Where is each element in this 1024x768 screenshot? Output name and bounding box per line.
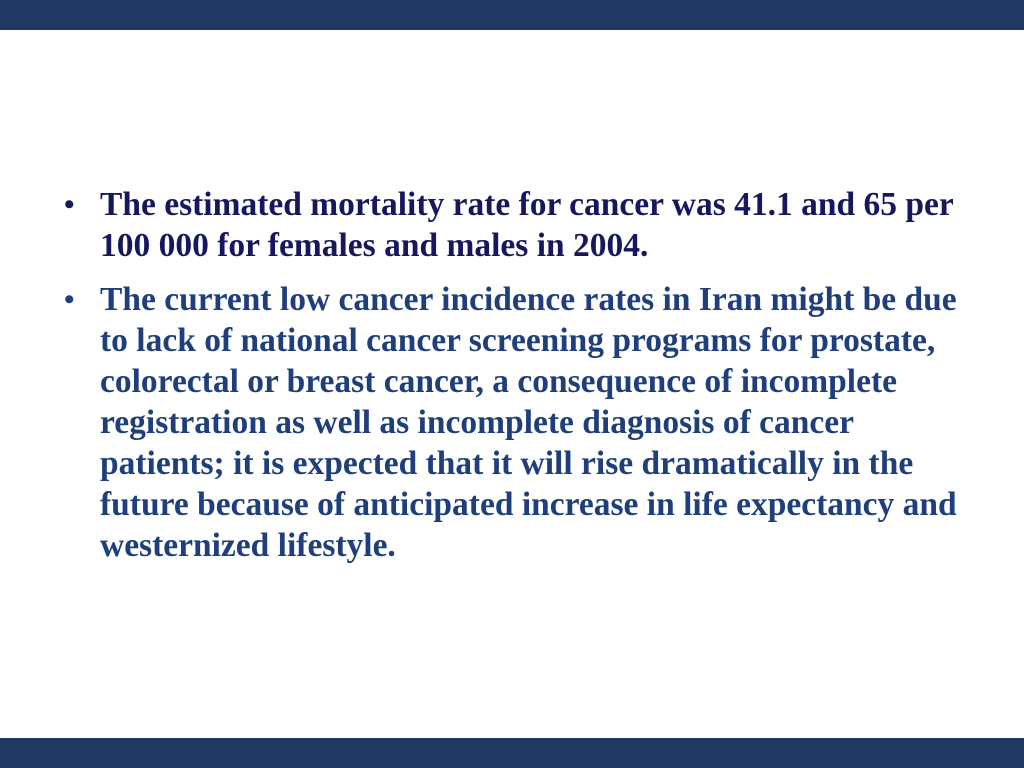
bullet-item: • The estimated mortality rate for cance… xyxy=(62,184,967,266)
top-decoration-bar xyxy=(0,0,1024,30)
bullet-icon: • xyxy=(64,283,75,316)
bullet-list: • The estimated mortality rate for cance… xyxy=(62,184,967,579)
bottom-decoration-bar xyxy=(0,738,1024,768)
bullet-icon: • xyxy=(64,188,75,221)
bullet-text: The current low cancer incidence rates i… xyxy=(100,281,957,564)
bullet-item: • The current low cancer incidence rates… xyxy=(62,279,967,566)
bullet-text: The estimated mortality rate for cancer … xyxy=(100,186,954,264)
